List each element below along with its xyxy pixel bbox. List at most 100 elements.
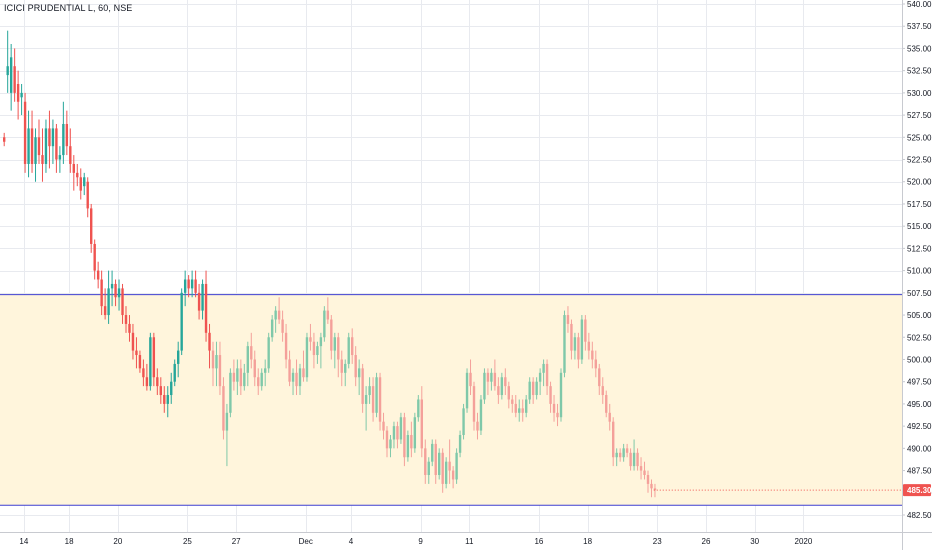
candle[interactable] xyxy=(208,323,211,369)
candle[interactable] xyxy=(298,363,302,396)
candle[interactable] xyxy=(612,417,615,467)
candle[interactable] xyxy=(511,395,514,413)
candle[interactable] xyxy=(180,288,183,356)
candle[interactable] xyxy=(281,310,284,342)
candle[interactable] xyxy=(187,275,190,298)
candle[interactable] xyxy=(444,457,448,489)
candle[interactable] xyxy=(438,448,441,480)
candle[interactable] xyxy=(20,83,23,116)
candle[interactable] xyxy=(103,288,107,320)
candle[interactable] xyxy=(333,332,336,369)
candle[interactable] xyxy=(462,403,465,440)
candle[interactable] xyxy=(573,332,577,360)
candle[interactable] xyxy=(556,403,559,427)
candle[interactable] xyxy=(177,341,180,378)
candle[interactable] xyxy=(51,119,55,164)
candle[interactable] xyxy=(639,457,643,480)
candle[interactable] xyxy=(149,332,152,391)
candle[interactable] xyxy=(458,430,462,458)
candle[interactable] xyxy=(601,377,604,404)
candle[interactable] xyxy=(451,466,455,489)
candle[interactable] xyxy=(465,368,469,413)
candle[interactable] xyxy=(615,448,618,467)
candle[interactable] xyxy=(403,412,406,467)
candle[interactable] xyxy=(577,332,580,369)
candle[interactable] xyxy=(566,306,570,333)
candle[interactable] xyxy=(159,377,162,404)
candle[interactable] xyxy=(319,332,323,369)
candle[interactable] xyxy=(580,315,584,364)
candle[interactable] xyxy=(27,110,30,178)
candle[interactable] xyxy=(309,323,312,351)
candle[interactable] xyxy=(16,70,20,120)
candle[interactable] xyxy=(531,377,535,404)
candle[interactable] xyxy=(542,359,545,387)
candle[interactable] xyxy=(618,448,622,462)
candle[interactable] xyxy=(330,315,333,360)
candle[interactable] xyxy=(201,279,204,320)
candle[interactable] xyxy=(559,368,563,422)
candle[interactable] xyxy=(302,350,305,382)
candle[interactable] xyxy=(48,110,51,169)
candle[interactable] xyxy=(591,341,594,369)
candle[interactable] xyxy=(570,319,573,360)
candle[interactable] xyxy=(284,323,288,369)
candle[interactable] xyxy=(420,386,423,458)
candle[interactable] xyxy=(135,337,138,369)
candle[interactable] xyxy=(431,439,434,467)
candle[interactable] xyxy=(441,448,444,493)
candle[interactable] xyxy=(173,359,176,387)
candle[interactable] xyxy=(504,368,507,396)
candle[interactable] xyxy=(368,377,371,404)
candle[interactable] xyxy=(55,123,58,173)
candle[interactable] xyxy=(378,372,382,431)
candle[interactable] xyxy=(584,315,587,351)
candle[interactable] xyxy=(650,479,653,498)
candle[interactable] xyxy=(312,332,316,369)
candle[interactable] xyxy=(44,119,48,173)
candle[interactable] xyxy=(65,110,69,156)
candle[interactable] xyxy=(69,128,72,173)
candle[interactable] xyxy=(211,341,215,387)
candle[interactable] xyxy=(62,101,65,164)
candle[interactable] xyxy=(552,395,556,422)
price-axis-area[interactable] xyxy=(902,0,932,550)
candle[interactable] xyxy=(545,359,549,396)
candle[interactable] xyxy=(521,399,524,422)
candle[interactable] xyxy=(250,332,253,369)
candle[interactable] xyxy=(138,350,142,373)
candle[interactable] xyxy=(72,155,75,191)
candle[interactable] xyxy=(121,283,124,324)
candle[interactable] xyxy=(236,359,239,396)
candle[interactable] xyxy=(434,439,437,484)
candle[interactable] xyxy=(424,439,427,484)
candle[interactable] xyxy=(636,448,639,471)
candle[interactable] xyxy=(364,386,368,431)
candle[interactable] xyxy=(538,368,542,396)
candle[interactable] xyxy=(316,341,319,364)
candle[interactable] xyxy=(354,346,357,387)
candle[interactable] xyxy=(594,350,597,378)
candle[interactable] xyxy=(518,399,521,422)
candle[interactable] xyxy=(514,395,517,418)
candle[interactable] xyxy=(6,30,9,93)
candle[interactable] xyxy=(215,341,218,387)
candle[interactable] xyxy=(347,332,350,369)
candle[interactable] xyxy=(476,412,479,440)
candle[interactable] xyxy=(291,368,295,396)
candle[interactable] xyxy=(535,377,538,400)
candle[interactable] xyxy=(608,403,611,431)
candle[interactable] xyxy=(270,315,274,342)
candle[interactable] xyxy=(30,110,34,173)
candle[interactable] xyxy=(361,363,364,413)
candle[interactable] xyxy=(239,359,243,396)
candle[interactable] xyxy=(507,381,510,409)
candle[interactable] xyxy=(90,203,93,253)
candle[interactable] xyxy=(170,372,173,404)
candle[interactable] xyxy=(326,297,330,324)
candle[interactable] xyxy=(3,132,6,147)
candle[interactable] xyxy=(483,368,486,404)
candle[interactable] xyxy=(340,350,343,387)
